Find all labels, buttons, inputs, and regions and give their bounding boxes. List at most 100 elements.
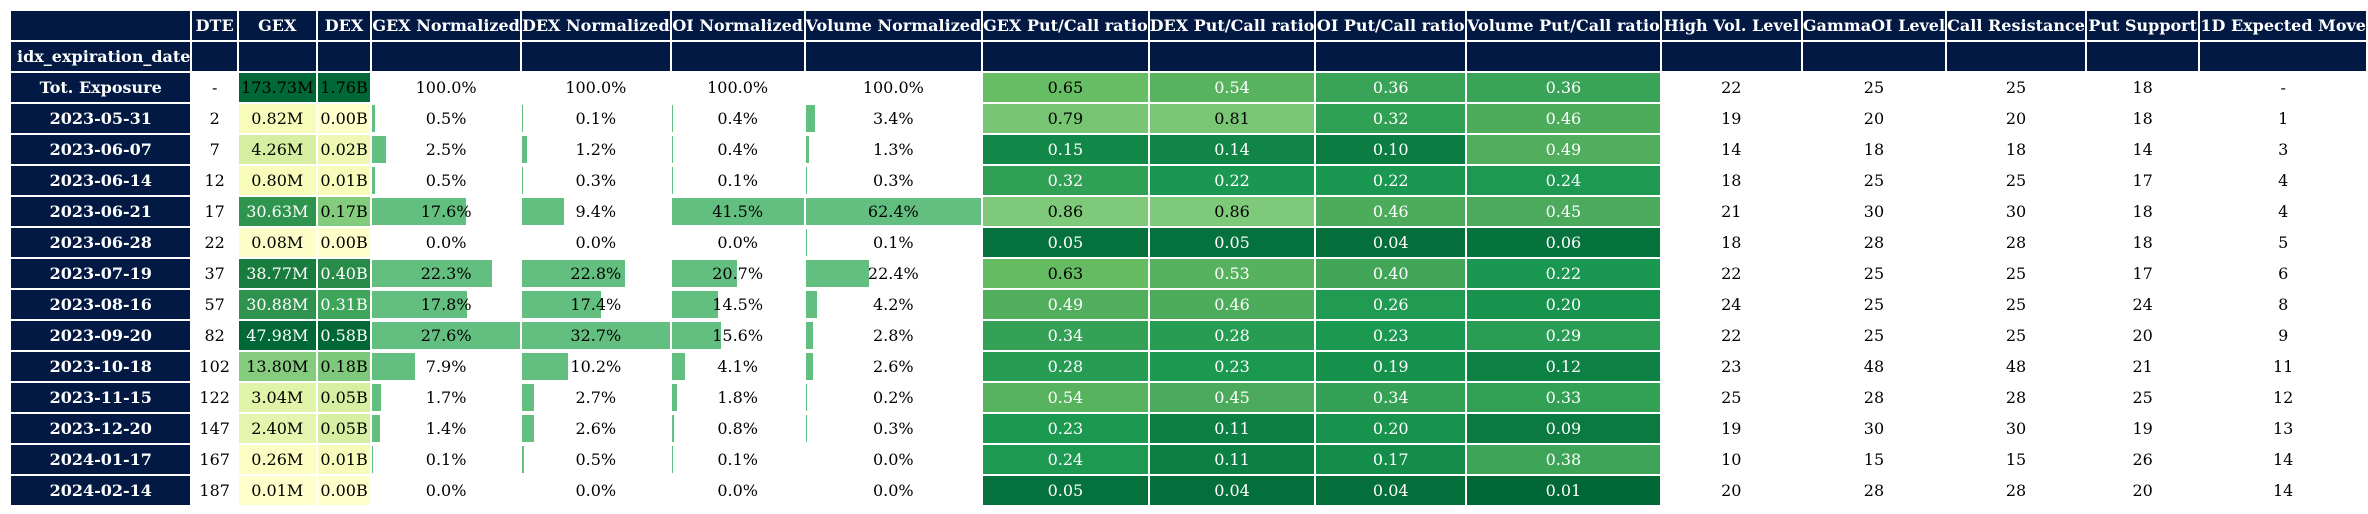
options-exposure-table-container: DTE GEX DEX GEX Normalized DEX Normalized OI …	[8, 9, 2368, 507]
cell-vol-norm-bar: 4.2%	[803, 288, 984, 321]
row-label: 2023-08-16	[8, 288, 193, 321]
cell-high-vol: 18	[1659, 164, 1803, 197]
cell-put-sup: 18	[2084, 226, 2201, 259]
table-row: 2023-08-16 57 30.88M 0.31B 17.8% 17.4% 14.5% 4.…	[8, 288, 2368, 321]
cell-gamma-oi: 18	[1800, 133, 1948, 166]
row-label: 2023-09-20	[8, 319, 193, 352]
cell-vol-pc: 0.45	[1465, 195, 1662, 228]
cell-gex-norm-bar: 17.6%	[370, 195, 522, 228]
bar-value: 0.3%	[872, 419, 914, 438]
cell-dex-pc: 0.54	[1147, 71, 1317, 104]
column-header: Call Resistance	[1945, 9, 2087, 42]
bar-value: 32.7%	[570, 326, 622, 345]
cell-put-sup: 25	[2084, 381, 2201, 414]
cell-gex: 2.40M	[236, 412, 318, 445]
cell-dte: 2	[190, 102, 239, 135]
cell-vol-pc: 0.38	[1465, 443, 1662, 476]
cell-vol-pc: 0.09	[1465, 412, 1662, 445]
cell-dex: 0.01B	[315, 443, 373, 476]
cell-oi-norm-bar: 20.7%	[669, 257, 806, 290]
cell-call-res: 25	[1945, 319, 2087, 352]
bar-fill	[373, 198, 467, 225]
cell-dex-pc: 0.22	[1147, 164, 1317, 197]
row-label: 2023-06-07	[8, 133, 193, 166]
index-header-blank	[1800, 40, 1948, 73]
cell-call-res: 30	[1945, 412, 2087, 445]
bar-value: 10.2%	[570, 357, 622, 376]
cell-dex: 0.40B	[315, 257, 373, 290]
bar-fill	[672, 198, 803, 225]
row-label: 2024-01-17	[8, 443, 193, 476]
bar-fill	[373, 136, 386, 163]
bar-value: 0.5%	[425, 171, 467, 190]
bar-value: 100.0%	[565, 78, 627, 97]
cell-vol-pc: 0.33	[1465, 381, 1662, 414]
cell-oi-pc: 0.20	[1314, 412, 1468, 445]
cell-vol-pc: 0.20	[1465, 288, 1662, 321]
cell-dex: 0.00B	[315, 226, 373, 259]
cell-dex-pc: 0.11	[1147, 412, 1317, 445]
cell-put-sup: 20	[2084, 474, 2201, 507]
table-row: 2023-09-20 82 47.98M 0.58B 27.6% 32.7% 15.6% 2.…	[8, 319, 2368, 352]
cell-gamma-oi: 25	[1800, 164, 1948, 197]
cell-gex-pc: 0.05	[981, 226, 1150, 259]
cell-gex-pc: 0.28	[981, 350, 1150, 383]
row-label: 2023-07-19	[8, 257, 193, 290]
column-header: OI Put/Call ratio	[1314, 9, 1468, 42]
cell-gex: 0.01M	[236, 474, 318, 507]
cell-oi-pc: 0.23	[1314, 319, 1468, 352]
column-header: Put Support	[2084, 9, 2201, 42]
cell-oi-norm-bar: 0.0%	[669, 226, 806, 259]
cell-put-sup: 17	[2084, 257, 2201, 290]
cell-call-res: 48	[1945, 350, 2087, 383]
row-label: 2023-06-14	[8, 164, 193, 197]
cell-oi-norm-bar: 0.4%	[669, 102, 806, 135]
index-header-blank	[1659, 40, 1803, 73]
bar-fill	[522, 167, 524, 194]
index-header-blank	[190, 40, 239, 73]
cell-oi-norm-bar: 4.1%	[669, 350, 806, 383]
cell-gex-pc: 0.49	[981, 288, 1150, 321]
cell-dex-pc: 0.86	[1147, 195, 1317, 228]
cell-oi-pc: 0.04	[1314, 226, 1468, 259]
bar-fill	[522, 384, 535, 411]
bar-value: 2.6%	[575, 419, 617, 438]
bar-value: 1.7%	[425, 388, 467, 407]
bar-fill	[806, 105, 816, 132]
cell-high-vol: 19	[1659, 412, 1803, 445]
column-header: DEX Normalized	[519, 9, 672, 42]
bar-fill	[522, 291, 601, 318]
cell-gex-pc: 0.15	[981, 133, 1150, 166]
column-header: DEX Put/Call ratio	[1147, 9, 1317, 42]
column-header: High Vol. Level	[1659, 9, 1803, 42]
cell-gex-norm-bar: 0.0%	[370, 226, 522, 259]
bar-value: 0.3%	[575, 171, 617, 190]
cell-dex-pc: 0.28	[1147, 319, 1317, 352]
bar-value: 2.6%	[872, 357, 914, 376]
cell-call-res: 25	[1945, 164, 2087, 197]
cell-gex-norm-bar: 100.0%	[370, 71, 522, 104]
cell-exp-move: 4	[2198, 195, 2368, 228]
cell-exp-move: 14	[2198, 474, 2368, 507]
cell-dte: 17	[190, 195, 239, 228]
table-row: 2023-06-28 22 0.08M 0.00B 0.0% 0.0% 0.0% 0.1% 0.…	[8, 226, 2368, 259]
bar-fill	[373, 291, 468, 318]
cell-dte: 37	[190, 257, 239, 290]
bar-value: 0.1%	[717, 450, 758, 469]
cell-dte: 57	[190, 288, 239, 321]
bar-fill	[522, 322, 669, 349]
table-row: 2023-07-19 37 38.77M 0.40B 22.3% 22.8% 20.7% 22…	[8, 257, 2368, 290]
bar-value: 41.5%	[712, 202, 764, 221]
cell-oi-norm-bar: 41.5%	[669, 195, 806, 228]
cell-call-res: 15	[1945, 443, 2087, 476]
cell-call-res: 28	[1945, 226, 2087, 259]
cell-gex-pc: 0.24	[981, 443, 1150, 476]
cell-gex: 30.63M	[236, 195, 318, 228]
cell-oi-norm-bar: 0.8%	[669, 412, 806, 445]
cell-dex-pc: 0.45	[1147, 381, 1317, 414]
cell-put-sup: 18	[2084, 195, 2201, 228]
bar-value: 1.2%	[575, 140, 617, 159]
cell-gex-norm-bar: 17.8%	[370, 288, 522, 321]
cell-dex-norm-bar: 2.6%	[519, 412, 672, 445]
cell-high-vol: 21	[1659, 195, 1803, 228]
